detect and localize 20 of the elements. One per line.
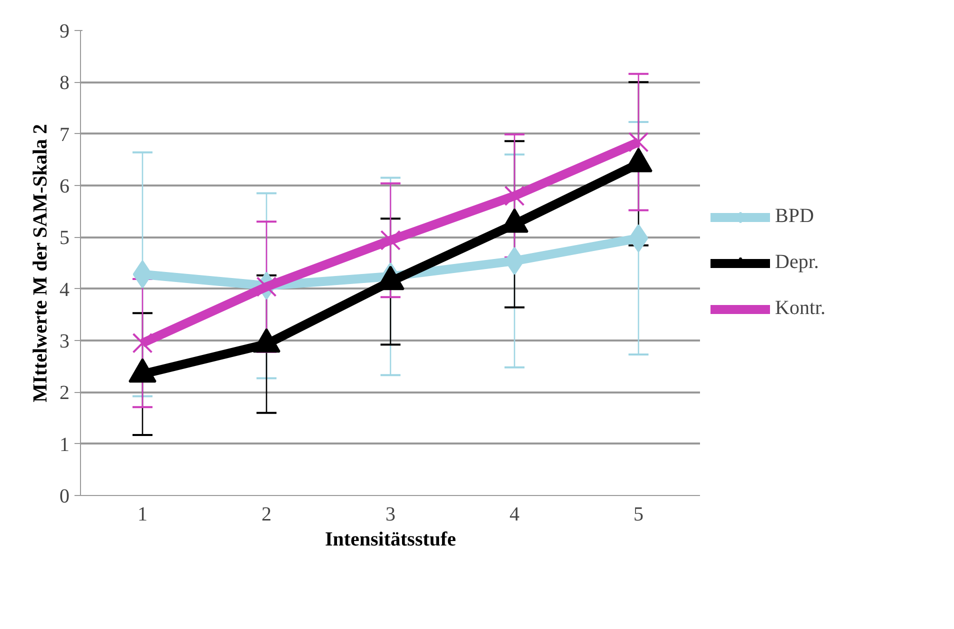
x-tick-label: 5 [634,504,644,526]
y-tick-label: 3 [60,330,70,352]
x-tick-label: 2 [262,504,272,526]
y-tick-label: 6 [60,176,70,198]
legend-label: Depr. [775,251,819,274]
legend-label: Kontr. [775,297,826,320]
legend-label: BPD [775,205,814,228]
x-tick-label: 1 [138,504,148,526]
y-tick-label: 0 [60,486,70,508]
y-tick-label: 9 [60,20,70,42]
y-tick-label: 7 [60,124,70,146]
x-axis-title: Intensitätsstufe [324,528,456,550]
y-tick-label: 1 [60,434,70,456]
y-tick-label: 2 [60,382,70,404]
y-tick-label: 5 [60,227,70,250]
x-tick-label: 3 [386,504,396,526]
x-tick-label: 4 [510,504,520,526]
y-axis-title: MIttelwerte M der SAM-Skala 2 [30,124,52,402]
y-tick-label: 4 [60,278,70,301]
y-tick-label: 8 [60,72,70,94]
